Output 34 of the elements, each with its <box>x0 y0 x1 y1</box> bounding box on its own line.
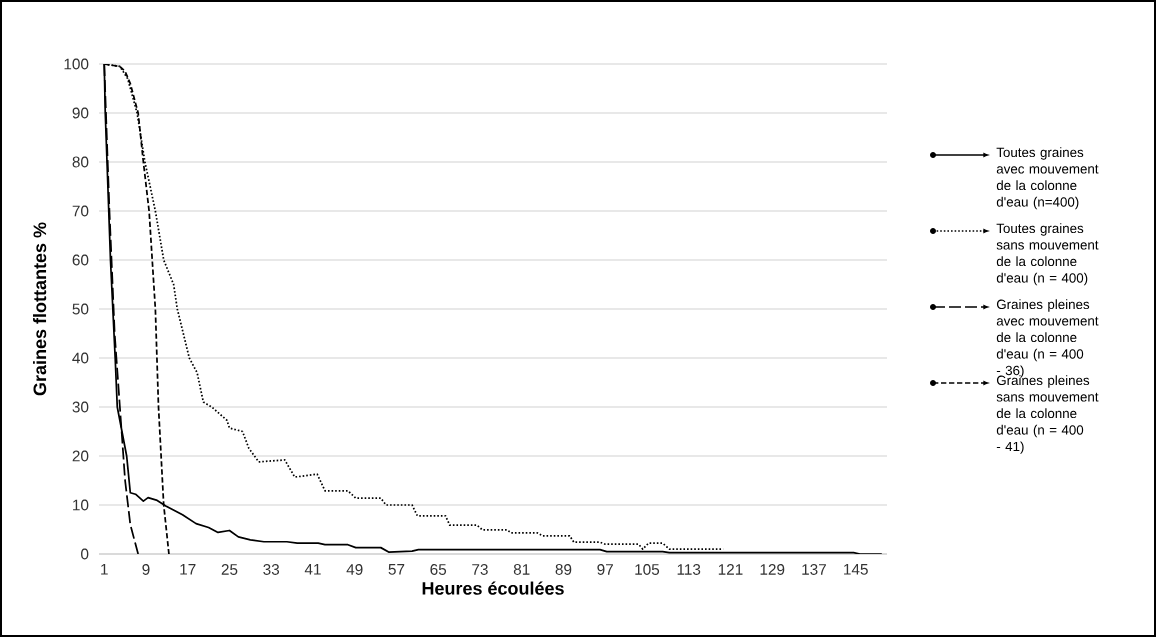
y-tick-label: 20 <box>72 450 89 462</box>
x-tick-label: 145 <box>844 564 868 575</box>
x-tick-label: 129 <box>760 564 785 575</box>
x-tick-label: 137 <box>802 564 826 575</box>
x-tick-label: 73 <box>472 564 488 575</box>
y-tick-label: 60 <box>72 254 89 266</box>
y-axis-title: Graines flottantes % <box>33 222 47 396</box>
x-tick-label: 33 <box>263 564 280 575</box>
x-tick-label: 57 <box>388 564 405 575</box>
legend-label: Toutes graines sans mouvement de la colonne d'eau (n = 400) <box>996 223 1099 286</box>
legend-label: Toutes graines avec mouvement de la colonne d'eau (n=400) <box>996 147 1099 210</box>
y-tick-label: 10 <box>73 499 89 511</box>
x-tick-label: 41 <box>304 564 321 575</box>
y-tick-label: 70 <box>72 205 89 217</box>
y-tick-label: 100 <box>64 58 89 70</box>
x-tick-label: 81 <box>513 564 530 575</box>
x-tick-label: 105 <box>635 564 660 575</box>
y-tick-label: 90 <box>72 107 89 119</box>
y-tick-label: 40 <box>72 352 89 364</box>
x-tick-label: 89 <box>555 564 572 575</box>
x-tick-label: 25 <box>221 564 238 575</box>
y-tick-label: 80 <box>72 156 89 168</box>
x-tick-label: 121 <box>718 564 743 575</box>
x-tick-label: 17 <box>180 564 196 575</box>
x-axis-title: Heures écoulées <box>422 581 564 595</box>
x-tick-label: 97 <box>597 564 613 575</box>
x-tick-label: 1 <box>101 564 108 575</box>
y-tick-label: 50 <box>72 303 89 315</box>
y-tick-label: 30 <box>72 401 89 413</box>
x-tick-label: 9 <box>142 564 150 575</box>
x-tick-label: 113 <box>677 564 701 575</box>
x-tick-label: 49 <box>346 564 363 575</box>
x-tick-label: 65 <box>430 564 447 575</box>
y-tick-label: 0 <box>81 548 89 560</box>
